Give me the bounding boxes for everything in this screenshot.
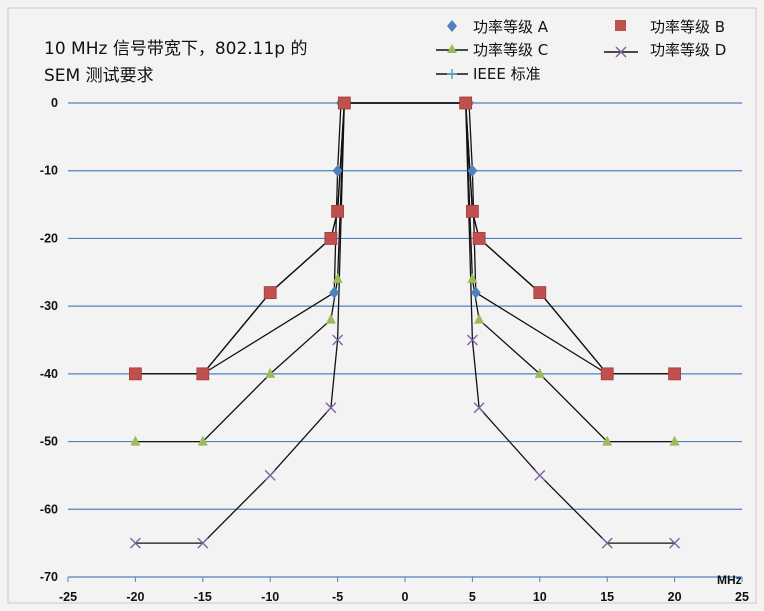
legend-item-b: 功率等级 B bbox=[615, 18, 725, 36]
data-point-d bbox=[669, 537, 681, 549]
y-tick-label: -60 bbox=[40, 502, 58, 516]
data-point-b bbox=[472, 232, 486, 245]
data-point-d bbox=[129, 537, 141, 549]
data-point-c bbox=[474, 313, 485, 324]
data-point-c bbox=[602, 435, 613, 446]
data-point-d bbox=[466, 334, 478, 346]
x-tick-label: -5 bbox=[332, 590, 343, 604]
data-point-b bbox=[465, 204, 479, 218]
data-point-b bbox=[668, 367, 681, 381]
data-point-d bbox=[534, 469, 546, 481]
data-point-b bbox=[337, 96, 351, 110]
x-tick-label: 15 bbox=[600, 590, 614, 604]
y-tick-label: -20 bbox=[40, 231, 58, 245]
legend-label-d: 功率等级 D bbox=[650, 41, 726, 59]
legend-label-a: 功率等级 A bbox=[473, 18, 549, 36]
data-point-d bbox=[473, 402, 485, 414]
y-tick-label: -40 bbox=[40, 367, 58, 381]
data-point-b bbox=[263, 286, 277, 300]
data-point-b bbox=[324, 232, 338, 245]
ticks-layer: 0-10-20-30-40-50-60-70-25 -20 -15 -10 -5 0 5 10… bbox=[40, 96, 749, 604]
data-point-d bbox=[325, 402, 337, 414]
legend-item-a: 功率等级 A bbox=[447, 18, 549, 36]
data-point-c bbox=[197, 435, 208, 446]
y-tick-label: -10 bbox=[40, 164, 58, 178]
legend-label-c: 功率等级 C bbox=[473, 41, 548, 59]
data-point-a bbox=[467, 164, 478, 177]
data-point-c bbox=[265, 367, 276, 378]
data-point-c bbox=[467, 273, 478, 284]
x-unit-label: MHz bbox=[717, 573, 742, 587]
series-layer bbox=[128, 96, 681, 549]
y-tick-label: -30 bbox=[40, 299, 58, 313]
data-point-c bbox=[332, 273, 343, 284]
diamond-marker-icon bbox=[447, 20, 457, 32]
data-point-b bbox=[196, 367, 210, 381]
data-point-c bbox=[130, 435, 141, 446]
data-point-b bbox=[533, 286, 547, 300]
data-point-c bbox=[669, 435, 680, 446]
x-tick-label: 5 bbox=[469, 590, 476, 604]
data-point-a bbox=[470, 286, 481, 299]
x-tick-label: -10 bbox=[261, 590, 279, 604]
x-tick-label: -20 bbox=[126, 590, 144, 604]
data-point-c bbox=[325, 313, 336, 324]
legend-item-d: 功率等级 D bbox=[604, 41, 726, 59]
data-point-d bbox=[332, 334, 344, 346]
data-point-b bbox=[600, 367, 614, 381]
x-marker-icon bbox=[615, 46, 627, 58]
chart-title-line2: SEM 测试要求 bbox=[44, 66, 154, 86]
legend-item-c: 功率等级 C bbox=[436, 41, 548, 59]
x-tick-label: -25 bbox=[59, 590, 77, 604]
square-marker-icon bbox=[615, 20, 626, 31]
series-line bbox=[135, 102, 675, 375]
y-tick-label: -50 bbox=[40, 435, 58, 449]
legend-item-ieee: IEEE 标准 bbox=[436, 65, 541, 83]
data-point-c bbox=[534, 367, 545, 378]
x-tick-label: 25 bbox=[735, 590, 749, 604]
chart-title-line1: 10 MHz 信号带宽下，802.11p 的 bbox=[44, 39, 308, 59]
data-point-d bbox=[601, 537, 613, 549]
data-point-d bbox=[197, 537, 209, 549]
data-point-a bbox=[329, 286, 340, 299]
legend-label-ieee: IEEE 标准 bbox=[473, 65, 541, 83]
data-point-b bbox=[331, 204, 345, 218]
y-tick-label: 0 bbox=[51, 96, 58, 110]
x-tick-label: -15 bbox=[194, 590, 212, 604]
data-point-d bbox=[264, 469, 276, 481]
legend: 功率等级 A 功率等级 B 功率等级 C 功率等级 D IEEE 标准 bbox=[436, 18, 726, 83]
data-point-b bbox=[128, 367, 142, 381]
x-tick-label: 20 bbox=[668, 590, 682, 604]
chart-border bbox=[7, 7, 757, 604]
legend-label-b: 功率等级 B bbox=[650, 18, 725, 36]
x-tick-label: 10 bbox=[533, 590, 547, 604]
data-point-b bbox=[459, 96, 473, 110]
y-tick-label: -70 bbox=[40, 570, 58, 584]
star-marker-icon bbox=[447, 69, 457, 79]
x-tick-label: 0 bbox=[402, 590, 409, 604]
data-point-a bbox=[332, 164, 343, 177]
triangle-marker-icon bbox=[447, 44, 457, 53]
